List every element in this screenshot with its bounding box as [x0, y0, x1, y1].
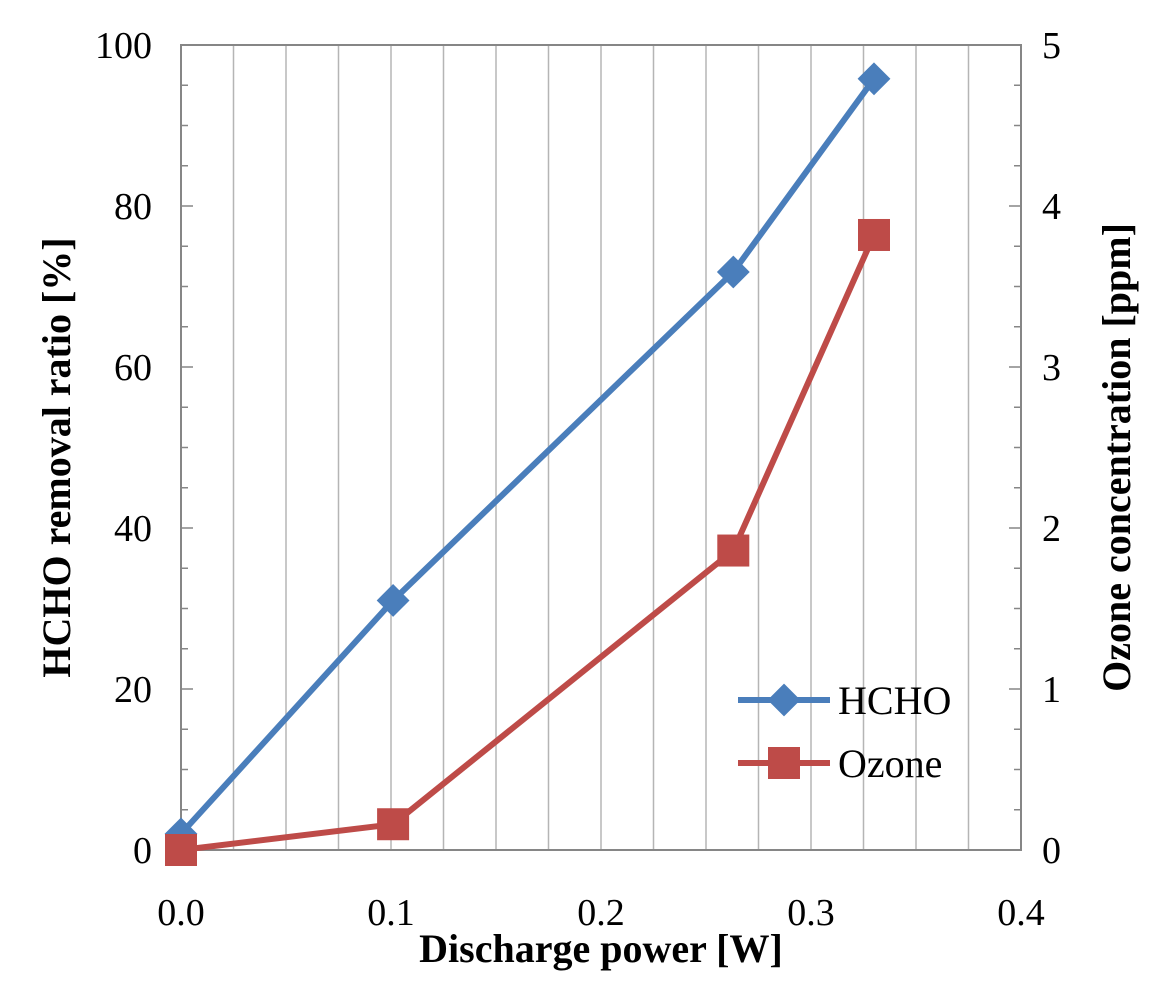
series-layer	[164, 62, 891, 866]
y2-tick-label: 1	[1042, 669, 1061, 711]
data-point-ozone	[858, 218, 890, 251]
data-point-hcho	[857, 62, 891, 96]
data-point-hcho	[716, 255, 750, 289]
data-point-ozone	[165, 834, 197, 866]
x-axis-title: Discharge power [W]	[419, 926, 783, 971]
legend-marker-hcho	[767, 683, 801, 717]
y-tick-label: 80	[114, 186, 152, 228]
series-line-ozone	[180, 233, 877, 853]
y2-tick-label: 4	[1042, 186, 1061, 228]
x-tick-label: 0.4	[997, 892, 1045, 934]
series-line-hcho	[178, 77, 877, 836]
x-tick-label: 0.0	[157, 892, 205, 934]
ticks-layer	[181, 44, 1021, 851]
x-tick-label: 0.2	[577, 892, 625, 934]
data-point-hcho	[376, 584, 410, 617]
data-point-ozone	[717, 534, 750, 567]
y-tick-label: 20	[114, 669, 152, 711]
legend-marker-ozone	[768, 747, 800, 779]
y-axis-title: HCHO removal ratio [%]	[34, 237, 79, 677]
y2-tick-label: 0	[1042, 830, 1061, 872]
grid-layer	[232, 45, 970, 850]
legend-label-hcho: HCHO	[838, 678, 951, 723]
x-tick-label: 0.1	[367, 892, 415, 934]
y-tick-label: 60	[114, 347, 152, 389]
y2-tick-label: 5	[1042, 25, 1061, 67]
y2-axis-title: Ozone concentration [ppm]	[1094, 223, 1139, 692]
y-tick-label: 40	[114, 508, 152, 550]
data-point-ozone	[377, 808, 410, 841]
y2-tick-label: 2	[1042, 508, 1061, 550]
legend: HCHO Ozone	[738, 678, 951, 786]
y-tick-label: 100	[95, 25, 152, 67]
y-tick-label: 0	[133, 830, 152, 872]
legend-label-ozone: Ozone	[838, 741, 942, 786]
x-tick-label: 0.3	[787, 892, 835, 934]
y2-tick-label: 3	[1042, 347, 1061, 389]
labels-layer: 0 20 40 60 80 100 0 1 2 3 4 5 0.0 0.1 0.2 0.3 0.4	[95, 25, 1061, 934]
